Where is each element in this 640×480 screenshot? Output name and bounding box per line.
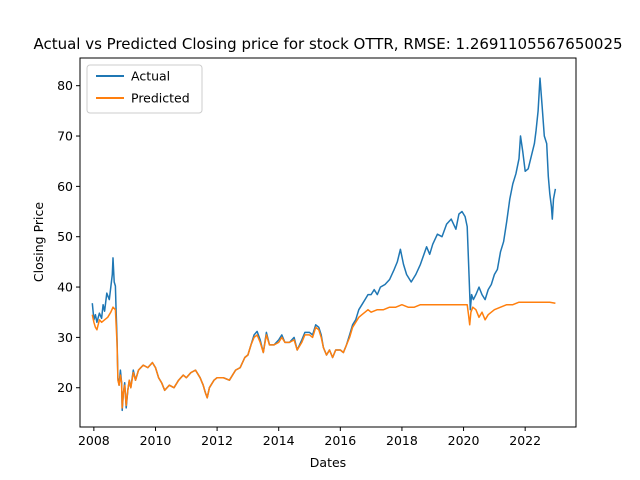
x-tick-label: 2008 bbox=[78, 433, 110, 448]
plot-frame bbox=[79, 57, 577, 428]
y-tick-label: 20 bbox=[57, 380, 73, 395]
series-lines bbox=[91, 77, 557, 412]
plot-area bbox=[80, 58, 576, 427]
series-line-predicted bbox=[91, 301, 556, 409]
x-tick-label: 2022 bbox=[509, 433, 541, 448]
y-axis-ticks: 20 30 40 50 60 70 80 bbox=[57, 78, 80, 395]
legend: Actual Predicted bbox=[86, 64, 203, 114]
x-tick-label: 2012 bbox=[201, 433, 233, 448]
legend-label-actual: Actual bbox=[131, 69, 170, 84]
y-tick-label: 30 bbox=[57, 330, 73, 345]
y-tick-label: 80 bbox=[57, 78, 73, 93]
x-tick-label: 2014 bbox=[263, 433, 295, 448]
y-tick-label: 60 bbox=[57, 179, 73, 194]
y-axis-label: Closing Price bbox=[31, 202, 46, 282]
x-tick-label: 2016 bbox=[324, 433, 356, 448]
x-tick-label: 2018 bbox=[386, 433, 418, 448]
legend-label-predicted: Predicted bbox=[131, 91, 190, 106]
y-tick-label: 50 bbox=[57, 229, 73, 244]
y-tick-label: 40 bbox=[57, 280, 73, 295]
x-tick-label: 2020 bbox=[448, 433, 480, 448]
x-tick-label: 2010 bbox=[140, 433, 172, 448]
x-axis-label: Dates bbox=[310, 455, 346, 470]
y-tick-label: 70 bbox=[57, 129, 73, 144]
x-axis-ticks: 2008 2010 2012 2014 2016 2018 2020 2022 bbox=[78, 427, 541, 448]
chart-title: Actual vs Predicted Closing price for st… bbox=[33, 35, 622, 53]
